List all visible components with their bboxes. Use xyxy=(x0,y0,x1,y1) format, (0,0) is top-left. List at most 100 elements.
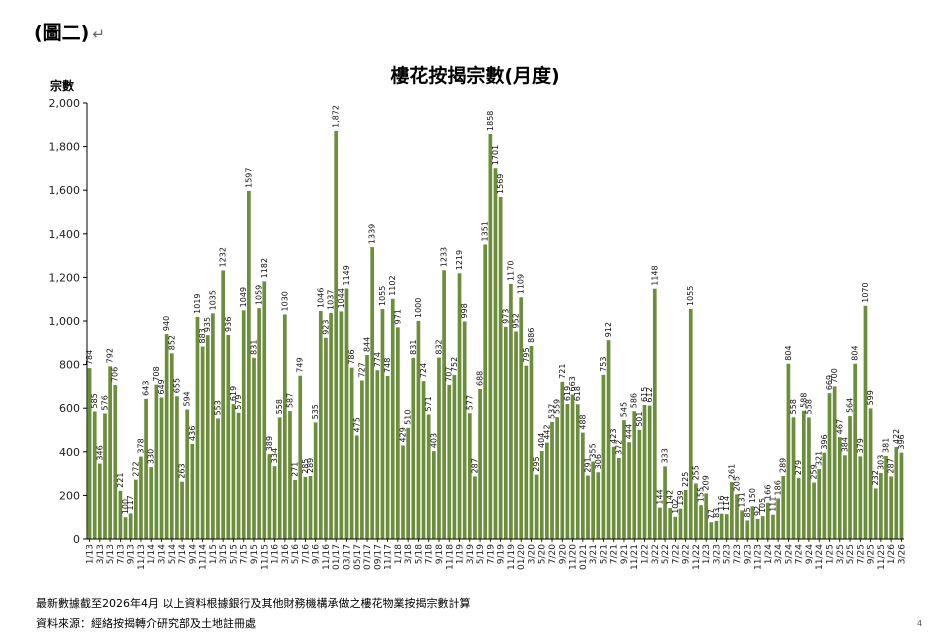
bar xyxy=(760,516,765,539)
data-label: 952 xyxy=(512,313,521,328)
x-tick-label: 1/23 xyxy=(702,544,712,564)
bar xyxy=(699,505,703,539)
bar xyxy=(128,513,133,539)
bar xyxy=(457,273,462,539)
bar xyxy=(622,420,626,539)
data-label: 774 xyxy=(373,352,382,367)
bar xyxy=(303,476,308,539)
x-tick-label: 09/17 xyxy=(373,544,383,570)
data-label: 287 xyxy=(887,458,896,473)
data-label: 586 xyxy=(630,393,639,408)
data-label: 289 xyxy=(779,458,788,473)
bar xyxy=(257,308,261,539)
data-label: 117 xyxy=(126,495,135,510)
x-tick-label: 5/15 xyxy=(229,544,239,564)
x-tick-label: 9/19 xyxy=(497,544,507,564)
bar xyxy=(868,408,873,539)
bar xyxy=(473,476,477,539)
data-label: 615 xyxy=(640,387,649,402)
data-label: 116 xyxy=(717,495,726,510)
bar xyxy=(133,479,138,539)
bar xyxy=(575,404,580,539)
data-label: 612 xyxy=(645,387,654,402)
x-tick-label: 7/21 xyxy=(610,544,620,564)
bar xyxy=(390,298,395,539)
x-tick-label: 7/25 xyxy=(856,544,866,564)
data-label: 935 xyxy=(203,317,212,332)
x-tick-label: 3/18 xyxy=(404,544,414,564)
bar xyxy=(796,478,801,539)
data-label: 105 xyxy=(758,498,767,513)
y-tick-label: 1,800 xyxy=(49,141,81,154)
bar xyxy=(524,365,529,539)
x-tick-label: 5/19 xyxy=(476,544,486,564)
data-label: 475 xyxy=(352,417,361,432)
bar xyxy=(827,393,832,539)
data-label: 436 xyxy=(188,426,197,441)
x-tick-label: 9/21 xyxy=(620,544,630,564)
bar xyxy=(149,467,154,539)
data-label: 749 xyxy=(296,357,305,372)
bar xyxy=(139,456,143,539)
data-label: 804 xyxy=(851,345,860,360)
bar xyxy=(498,196,503,539)
bar xyxy=(205,335,210,539)
x-tick-label: 9/24 xyxy=(805,544,815,564)
data-label: 131 xyxy=(738,492,747,507)
bar xyxy=(781,475,786,539)
bar xyxy=(416,321,421,539)
bar xyxy=(478,389,482,539)
bar xyxy=(108,366,112,539)
bar xyxy=(97,463,102,539)
bar xyxy=(586,475,590,539)
x-tick-label: 7/16 xyxy=(301,544,311,564)
bar xyxy=(175,396,179,539)
y-tick-label: 200 xyxy=(59,489,80,502)
x-tick-label: 7/18 xyxy=(425,544,435,564)
bar xyxy=(442,270,446,539)
data-label: 998 xyxy=(460,303,469,318)
data-label: 389 xyxy=(265,436,274,451)
data-label: 558 xyxy=(789,399,798,414)
x-tick-label: 1/15 xyxy=(209,544,219,564)
data-label: 753 xyxy=(599,357,608,372)
data-label: 786 xyxy=(347,349,356,364)
x-tick-label: 9/13 xyxy=(127,544,137,564)
bar xyxy=(704,493,709,539)
y-tick-label: 600 xyxy=(59,402,80,415)
data-label: 886 xyxy=(527,328,536,343)
bar xyxy=(221,270,226,539)
bar xyxy=(606,340,611,539)
bar xyxy=(365,355,369,539)
data-label: 1569 xyxy=(496,174,505,194)
data-label: 1,872 xyxy=(332,105,341,128)
data-label: 139 xyxy=(676,490,685,505)
bar xyxy=(786,363,791,539)
data-label: 663 xyxy=(568,376,577,391)
x-tick-label: 7/14 xyxy=(178,544,188,564)
x-tick-label: 3/23 xyxy=(712,544,722,564)
bar xyxy=(724,514,729,539)
data-label: 844 xyxy=(363,337,372,352)
bar xyxy=(807,417,811,539)
data-label: 852 xyxy=(167,335,176,350)
x-axis: 1/13 3/13 5/13 7/13 9/13 11/13 1/14 3/14 5/14 7/1… xyxy=(86,538,907,570)
x-tick-label: 3/15 xyxy=(219,544,229,564)
bar xyxy=(226,334,231,539)
bar xyxy=(318,310,323,539)
bar xyxy=(519,297,524,539)
footnote-data-cutoff: 最新數據截至2026年4月 以上資料根據銀行及其他財務機構承做之樓花物業按揭宗數… xyxy=(36,597,471,610)
bar xyxy=(252,357,256,539)
data-label: 1858 xyxy=(486,111,495,131)
bar xyxy=(426,414,431,539)
bar-series xyxy=(87,130,904,540)
data-label: 379 xyxy=(856,438,865,453)
data-label: 804 xyxy=(784,345,793,360)
bar xyxy=(113,385,118,539)
bar xyxy=(401,445,405,539)
x-tick-label: 5/13 xyxy=(106,544,116,564)
y-tick-label: 1,400 xyxy=(49,228,81,241)
data-label: 221 xyxy=(116,473,125,488)
bar xyxy=(719,513,724,539)
x-tick-label: 7/15 xyxy=(240,544,250,564)
